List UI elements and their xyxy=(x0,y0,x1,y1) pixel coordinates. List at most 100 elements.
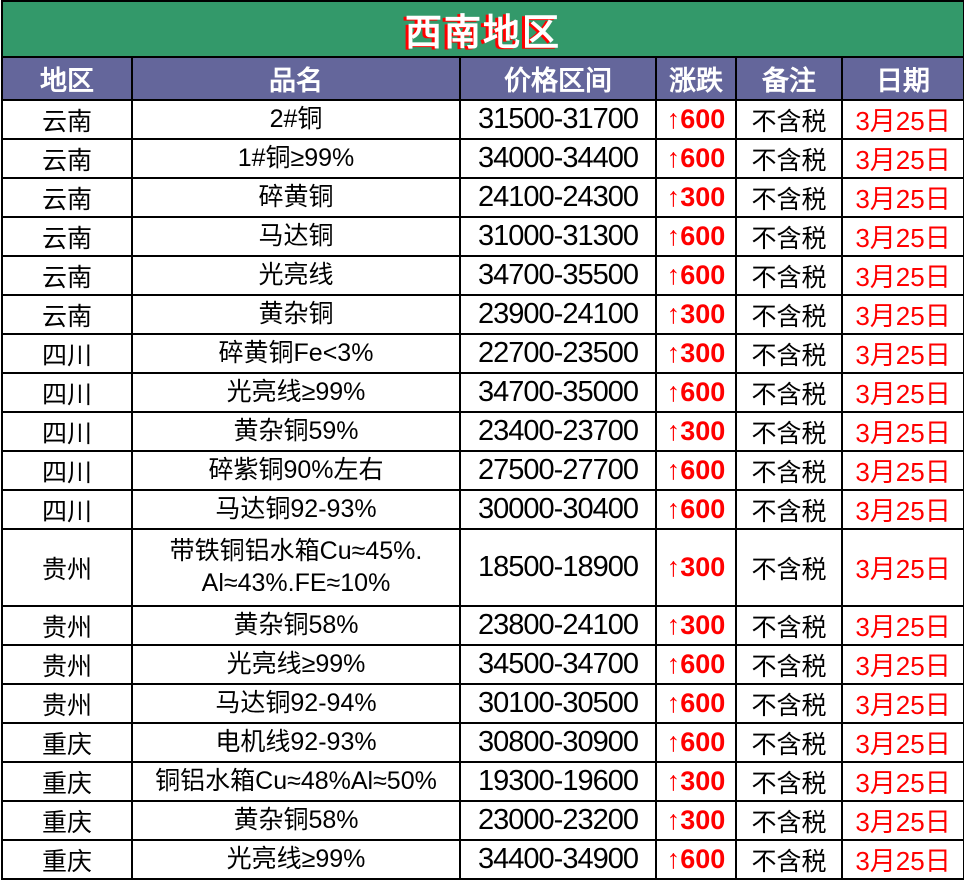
table-row: 云南 1#铜≥99% 34000-34400 ↑600 不含税 3月25日 xyxy=(1,138,964,179)
column-header-date: 日期 xyxy=(840,56,964,101)
column-header-price-range: 价格区间 xyxy=(459,56,657,101)
price-range-cell: 27500-27700 xyxy=(459,450,657,491)
product-cell: 光亮线≥99% xyxy=(131,839,461,880)
product-cell: 黄杂铜58% xyxy=(131,605,461,646)
product-cell: 光亮线≥99% xyxy=(131,372,461,413)
table-row: 四川 光亮线≥99% 34700-35000 ↑600 不含税 3月25日 xyxy=(1,372,964,413)
date-cell: 3月25日 xyxy=(840,255,964,296)
table-row: 四川 碎黄铜Fe<3% 22700-23500 ↑300 不含税 3月25日 xyxy=(1,333,964,374)
date-cell: 3月25日 xyxy=(840,333,964,374)
product-cell: 光亮线 xyxy=(131,255,461,296)
table-row: 重庆 电机线92-93% 30800-30900 ↑600 不含税 3月25日 xyxy=(1,722,964,763)
price-range-cell: 23400-23700 xyxy=(459,411,657,452)
note-cell: 不含税 xyxy=(735,138,843,179)
table-row: 重庆 黄杂铜58% 23000-23200 ↑300 不含税 3月25日 xyxy=(1,800,964,841)
product-cell: 黄杂铜58% xyxy=(131,800,461,841)
product-cell: 碎黄铜Fe<3% xyxy=(131,333,461,374)
note-cell: 不含税 xyxy=(735,800,843,841)
region-cell: 云南 xyxy=(1,138,133,179)
note-cell: 不含税 xyxy=(735,528,843,607)
region-cell: 云南 xyxy=(1,177,133,218)
product-cell: 碎黄铜 xyxy=(131,177,461,218)
change-cell: ↑300 xyxy=(655,294,737,335)
product-cell: 1#铜≥99% xyxy=(131,138,461,179)
change-cell: ↑300 xyxy=(655,800,737,841)
table-row: 重庆 光亮线≥99% 34400-34900 ↑600 不含税 3月25日 xyxy=(1,839,964,880)
change-cell: ↑600 xyxy=(655,372,737,413)
change-cell: ↑300 xyxy=(655,411,737,452)
price-range-cell: 34700-35000 xyxy=(459,372,657,413)
date-cell: 3月25日 xyxy=(840,99,964,140)
price-range-cell: 23800-24100 xyxy=(459,605,657,646)
note-cell: 不含税 xyxy=(735,411,843,452)
product-cell: 黄杂铜59% xyxy=(131,411,461,452)
date-cell: 3月25日 xyxy=(840,450,964,491)
note-cell: 不含税 xyxy=(735,683,843,724)
note-cell: 不含税 xyxy=(735,255,843,296)
change-cell: ↑600 xyxy=(655,450,737,491)
region-cell: 重庆 xyxy=(1,800,133,841)
change-cell: ↑300 xyxy=(655,605,737,646)
region-cell: 四川 xyxy=(1,372,133,413)
table-row: 四川 黄杂铜59% 23400-23700 ↑300 不含税 3月25日 xyxy=(1,411,964,452)
table-row: 贵州 黄杂铜58% 23800-24100 ↑300 不含税 3月25日 xyxy=(1,605,964,646)
change-cell: ↑600 xyxy=(655,255,737,296)
table-header-row: 地区 品名 价格区间 涨跌 备注 日期 xyxy=(1,56,964,101)
date-cell: 3月25日 xyxy=(840,644,964,685)
region-cell: 贵州 xyxy=(1,605,133,646)
table-row: 云南 光亮线 34700-35500 ↑600 不含税 3月25日 xyxy=(1,255,964,296)
region-cell: 重庆 xyxy=(1,761,133,802)
price-range-cell: 23000-23200 xyxy=(459,800,657,841)
note-cell: 不含税 xyxy=(735,333,843,374)
note-cell: 不含税 xyxy=(735,216,843,257)
price-range-cell: 24100-24300 xyxy=(459,177,657,218)
column-header-change: 涨跌 xyxy=(655,56,737,101)
note-cell: 不含税 xyxy=(735,605,843,646)
note-cell: 不含税 xyxy=(735,177,843,218)
note-cell: 不含税 xyxy=(735,722,843,763)
note-cell: 不含税 xyxy=(735,450,843,491)
region-cell: 贵州 xyxy=(1,683,133,724)
table-row: 四川 碎紫铜90%左右 27500-27700 ↑600 不含税 3月25日 xyxy=(1,450,964,491)
product-cell: 铜铝水箱Cu≈48%Al≈50% xyxy=(131,761,461,802)
change-cell: ↑600 xyxy=(655,489,737,530)
note-cell: 不含税 xyxy=(735,761,843,802)
price-range-cell: 23900-24100 xyxy=(459,294,657,335)
product-cell: 电机线92-93% xyxy=(131,722,461,763)
note-cell: 不含税 xyxy=(735,99,843,140)
price-range-cell: 31000-31300 xyxy=(459,216,657,257)
change-cell: ↑300 xyxy=(655,761,737,802)
price-range-cell: 30000-30400 xyxy=(459,489,657,530)
table-row: 贵州 带铁铜铝水箱Cu≈45%. Al≈43%.FE≈10% 18500-189… xyxy=(1,528,964,607)
date-cell: 3月25日 xyxy=(840,605,964,646)
price-range-cell: 34500-34700 xyxy=(459,644,657,685)
price-range-cell: 30100-30500 xyxy=(459,683,657,724)
table-row: 云南 碎黄铜 24100-24300 ↑300 不含税 3月25日 xyxy=(1,177,964,218)
price-range-cell: 19300-19600 xyxy=(459,761,657,802)
date-cell: 3月25日 xyxy=(840,372,964,413)
price-range-cell: 18500-18900 xyxy=(459,528,657,607)
price-range-cell: 30800-30900 xyxy=(459,722,657,763)
price-range-cell: 34000-34400 xyxy=(459,138,657,179)
product-cell: 碎紫铜90%左右 xyxy=(131,450,461,491)
region-cell: 云南 xyxy=(1,99,133,140)
change-cell: ↑600 xyxy=(655,644,737,685)
region-cell: 重庆 xyxy=(1,722,133,763)
change-cell: ↑600 xyxy=(655,216,737,257)
date-cell: 3月25日 xyxy=(840,489,964,530)
product-cell: 马达铜 xyxy=(131,216,461,257)
table-title-row: 西南地区 xyxy=(0,0,964,58)
region-cell: 贵州 xyxy=(1,528,133,607)
date-cell: 3月25日 xyxy=(840,683,964,724)
date-cell: 3月25日 xyxy=(840,800,964,841)
page-title: 西南地区 xyxy=(0,0,964,58)
note-cell: 不含税 xyxy=(735,372,843,413)
change-cell: ↑300 xyxy=(655,333,737,374)
column-header-note: 备注 xyxy=(735,56,843,101)
product-cell: 带铁铜铝水箱Cu≈45%. Al≈43%.FE≈10% xyxy=(131,528,461,607)
date-cell: 3月25日 xyxy=(840,216,964,257)
product-cell: 2#铜 xyxy=(131,99,461,140)
change-cell: ↑600 xyxy=(655,683,737,724)
note-cell: 不含税 xyxy=(735,489,843,530)
